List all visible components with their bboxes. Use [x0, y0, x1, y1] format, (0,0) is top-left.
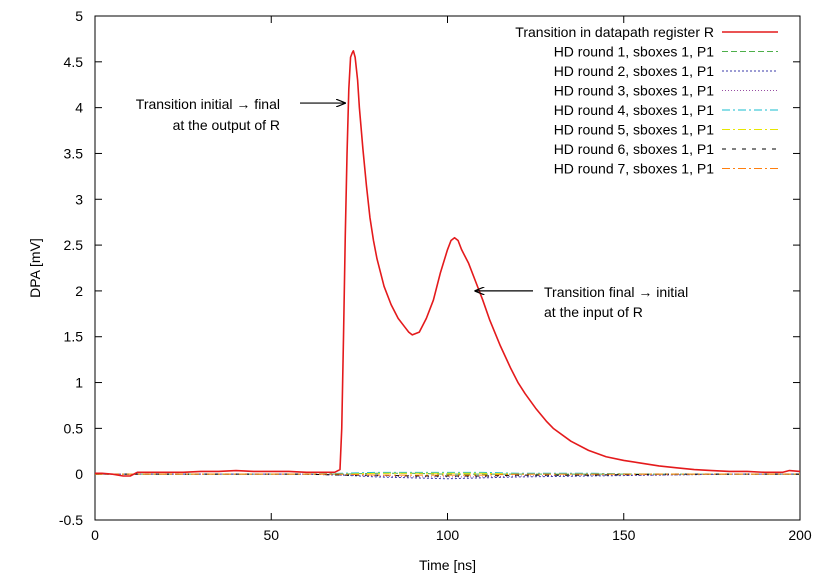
- annotation-text: at the input of R: [544, 304, 643, 320]
- series-line-1: [95, 50, 801, 477]
- legend-label: HD round 3, sboxes 1, P1: [554, 83, 715, 99]
- x-axis: 0 50 100 150 200: [91, 16, 812, 543]
- annotation-text: Transition final → initial: [544, 284, 688, 300]
- legend-label: HD round 5, sboxes 1, P1: [554, 122, 715, 138]
- x-tick-label: 0: [91, 527, 99, 543]
- annotation-text: at the output of R: [173, 117, 280, 133]
- y-tick-label: 2: [75, 283, 83, 299]
- series-line-7: [95, 473, 800, 477]
- y-tick-label: 0.5: [64, 420, 84, 436]
- y-tick-label: 2.5: [64, 237, 84, 253]
- legend-label: HD round 4, sboxes 1, P1: [554, 102, 715, 118]
- y-tick-label: 0: [75, 466, 83, 482]
- legend-label: HD round 7, sboxes 1, P1: [554, 161, 715, 177]
- y-tick-label: 5: [75, 8, 83, 24]
- y-tick-label: 1.5: [64, 329, 84, 345]
- y-tick-label: 3: [75, 191, 83, 207]
- y-tick-label: 4.5: [64, 54, 84, 70]
- annotation-text: Transition initial → final: [136, 96, 280, 112]
- x-tick-label: 100: [436, 527, 460, 543]
- y-tick-label: 3.5: [64, 145, 84, 161]
- x-tick-label: 50: [263, 527, 279, 543]
- y-axis-label: DPA [mV]: [27, 238, 43, 298]
- x-axis-label: Time [ns]: [419, 557, 476, 573]
- legend-label: HD round 1, sboxes 1, P1: [554, 44, 715, 60]
- legend-label: HD round 6, sboxes 1, P1: [554, 141, 715, 157]
- x-tick-label: 150: [612, 527, 636, 543]
- annotations: Transition initial → final at the output …: [136, 96, 688, 320]
- y-tick-label: -0.5: [59, 512, 83, 528]
- series-layer: [95, 50, 801, 480]
- legend-label: Transition in datapath register R: [515, 24, 714, 40]
- x-tick-label: 200: [788, 527, 812, 543]
- y-tick-label: 4: [75, 100, 83, 116]
- legend-label: HD round 2, sboxes 1, P1: [554, 63, 715, 79]
- legend: Transition in datapath register R HD roun…: [515, 24, 778, 177]
- series-line-4: [95, 473, 800, 478]
- y-tick-label: 1: [75, 375, 83, 391]
